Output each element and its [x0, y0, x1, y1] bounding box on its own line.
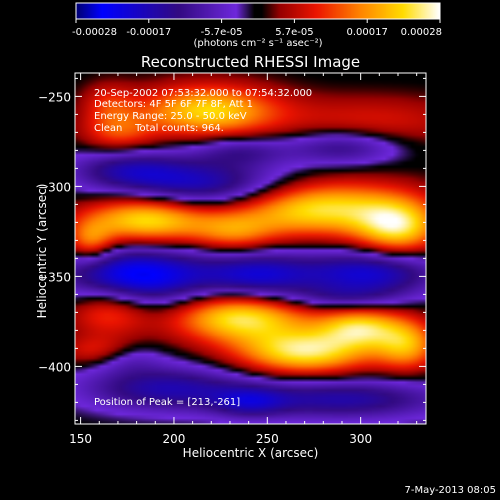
chart-title: Reconstructed RHESSI Image [140, 53, 361, 71]
colorbar-tick-label: 0.00017 [347, 27, 388, 38]
y-tick-label: −250 [38, 90, 71, 104]
y-tick-label: −300 [38, 180, 71, 194]
y-tick-label: −350 [38, 270, 71, 284]
colorbar-tick-label: -0.00017 [126, 27, 171, 38]
colorbar-tick-label: 0.00028 [401, 27, 442, 38]
colorbar-gradient [76, 3, 440, 19]
colorbar-unit-label: (photons cm⁻² s⁻¹ asec⁻²) [193, 38, 323, 49]
x-tick-label: 200 [162, 432, 185, 446]
colorbar-tick-label: 5.7e-05 [275, 27, 313, 38]
x-axis-label: Heliocentric X (arcsec) [182, 446, 319, 460]
x-tick-label: 300 [349, 432, 372, 446]
annotation-time: 20-Sep-2002 07:53:32.000 to 07:54:32.000 [94, 88, 313, 99]
annotation-clean: Clean Total counts: 964. [94, 123, 224, 134]
y-tick-label: −400 [38, 360, 71, 374]
annotation-energy: Energy Range: 25.0 - 50.0 keV [94, 111, 247, 122]
heatmap-image [75, 73, 426, 424]
colorbar-tick-label: -5.7e-05 [201, 27, 243, 38]
y-axis-label: Heliocentric Y (arcsec) [35, 183, 49, 319]
footer-date: 7-May-2013 08:05 [404, 485, 496, 496]
x-tick-label: 250 [256, 432, 279, 446]
annotation-peak-position: Position of Peak = [213,-261] [94, 397, 241, 408]
x-tick-label: 150 [69, 432, 92, 446]
colorbar-tick-label: -0.00028 [72, 27, 117, 38]
annotation-detectors: Detectors: 4F 5F 6F 7F 8F, Att 1 [94, 99, 254, 110]
plot-frame [74, 72, 427, 425]
colorbar-frame [75, 2, 441, 20]
